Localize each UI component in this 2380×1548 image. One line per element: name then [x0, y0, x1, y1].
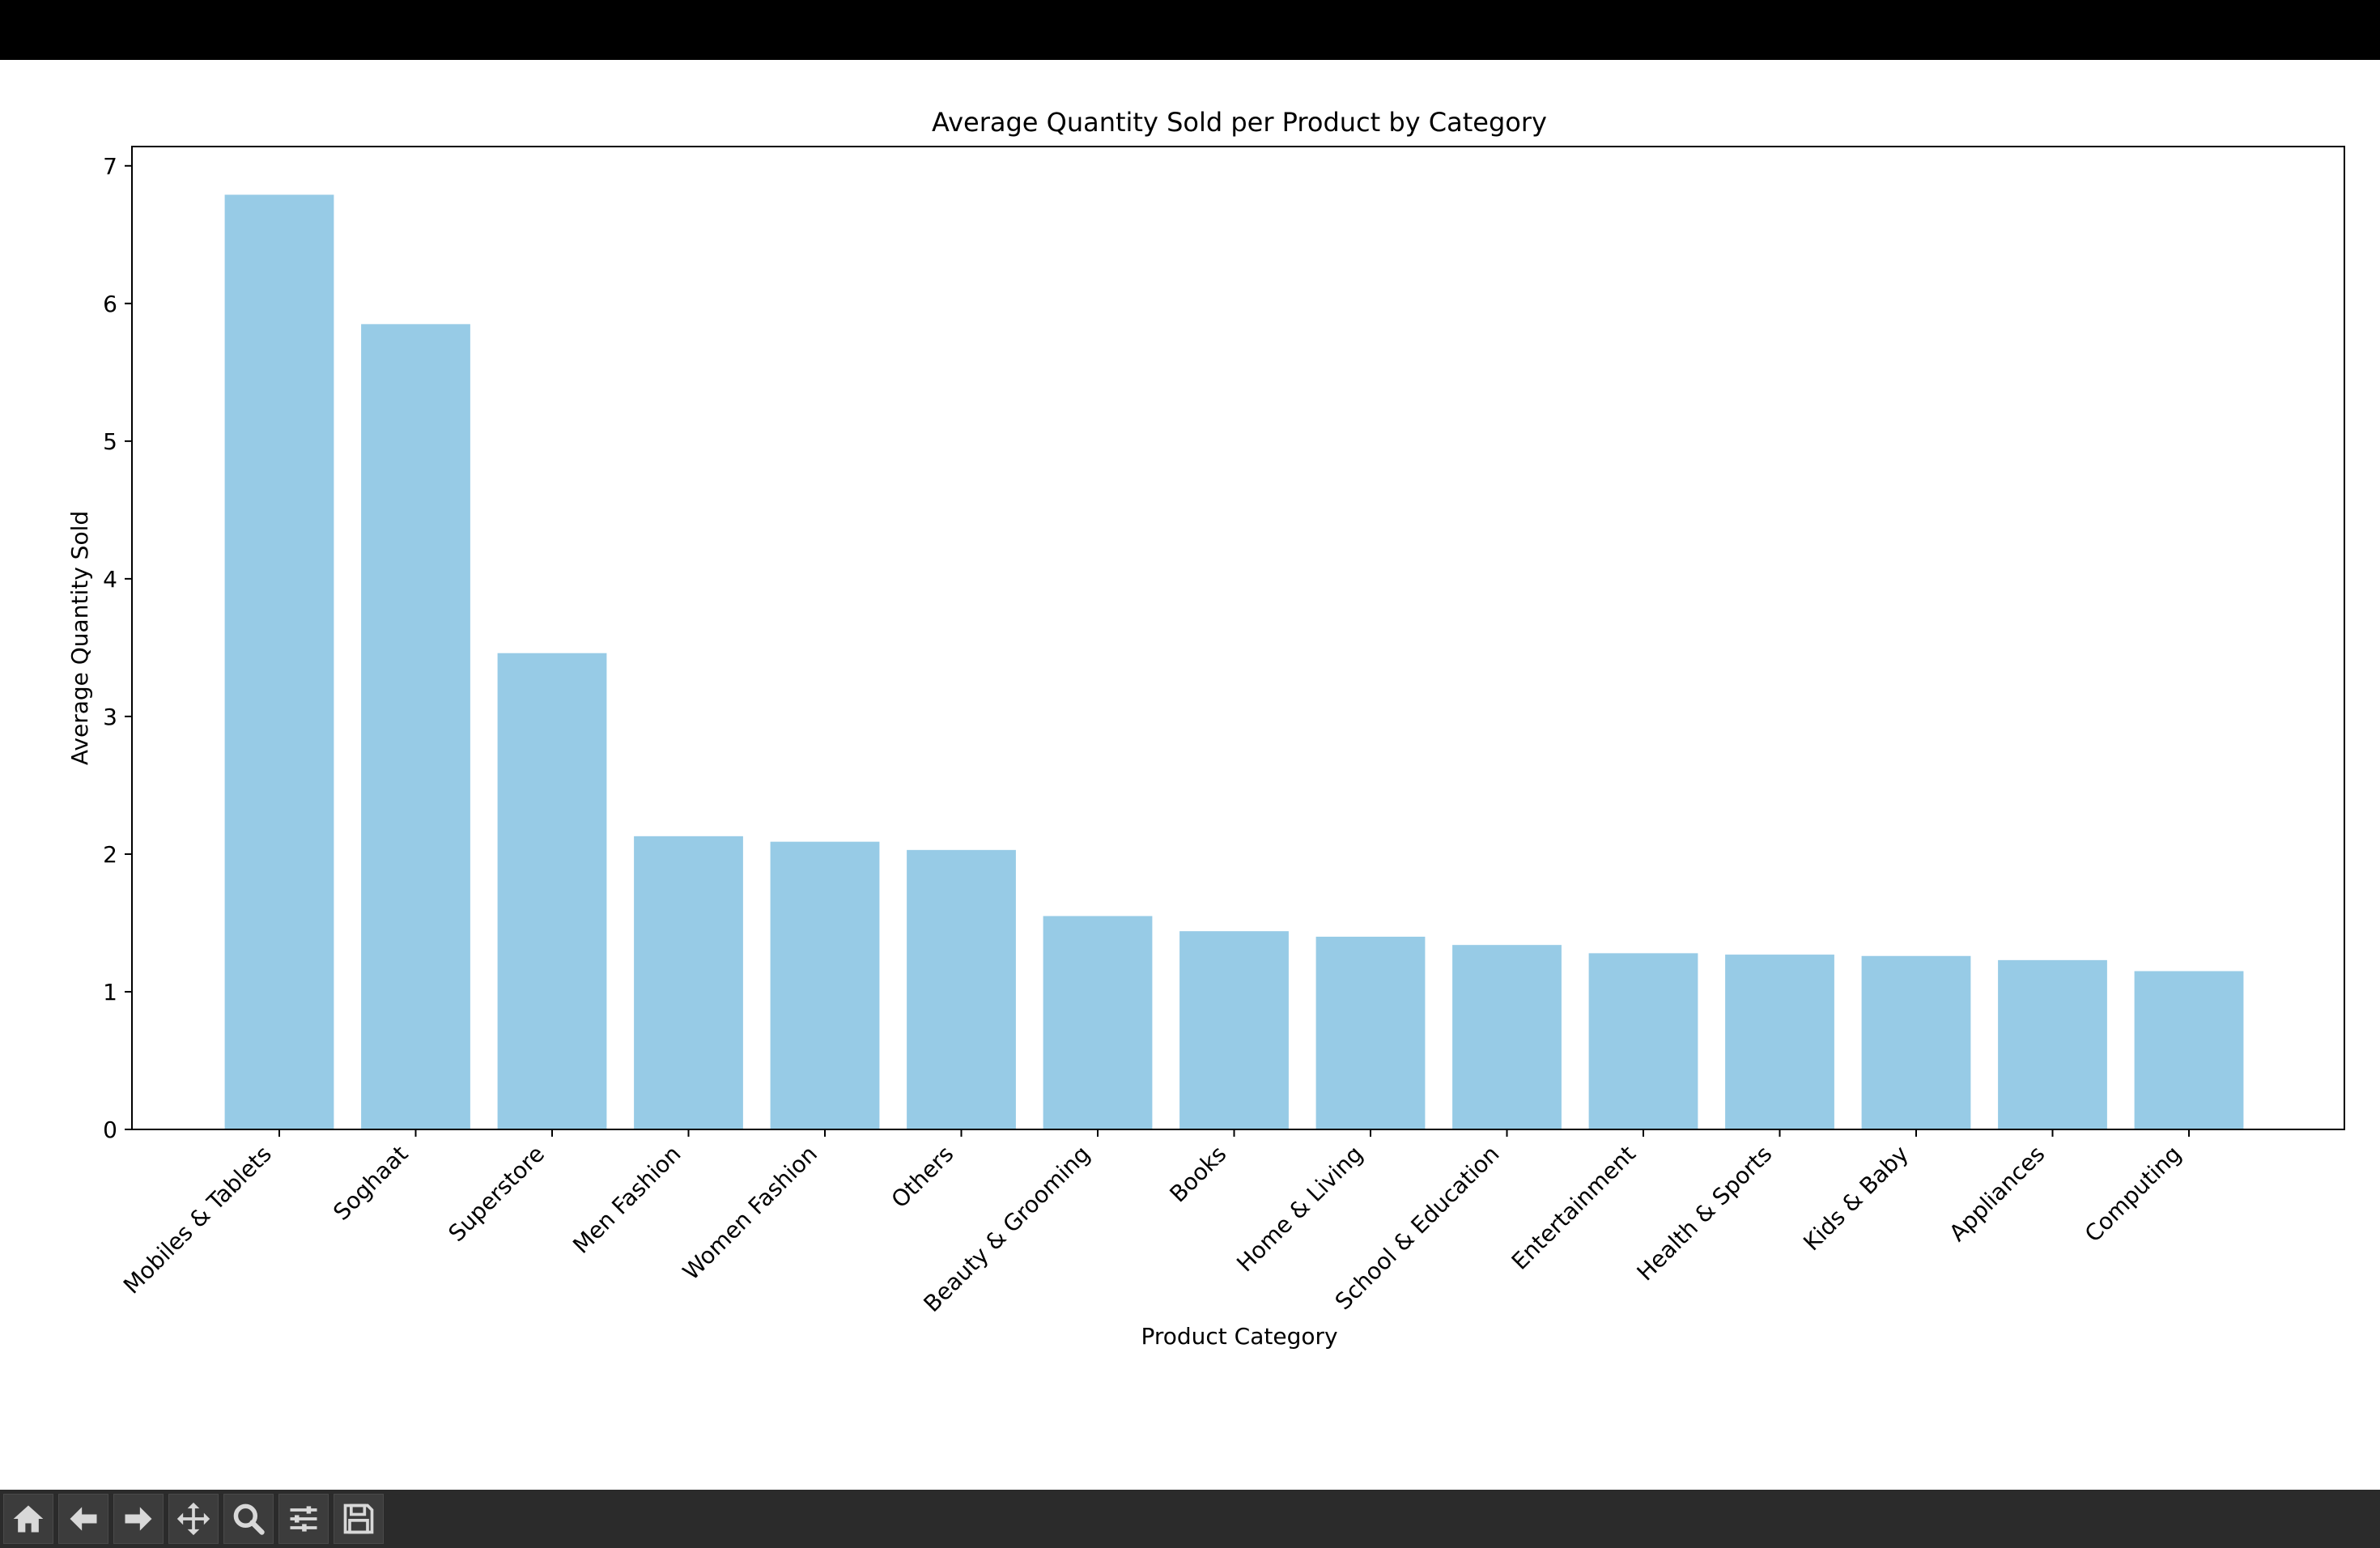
y-axis-label: Average Quantity Sold	[66, 511, 93, 765]
y-tick-label: 4	[103, 566, 117, 593]
figure-canvas: Average Quantity Sold per Product by Cat…	[0, 60, 2380, 1490]
x-tick-label: Soghaat	[328, 1141, 413, 1226]
bar-chart: Average Quantity Sold per Product by Cat…	[66, 107, 2345, 1350]
zoom-icon	[233, 1503, 265, 1535]
bar	[907, 849, 1016, 1129]
y-tick-label: 7	[103, 153, 117, 180]
x-axis-label: Product Category	[1141, 1323, 1337, 1350]
window-top-bar	[0, 0, 2380, 60]
bars-group	[224, 194, 2244, 1130]
forward-arrow-icon	[125, 1507, 152, 1531]
home-icon	[13, 1505, 44, 1533]
bar	[1725, 955, 1834, 1129]
x-tick-label: Appliances	[1944, 1141, 2050, 1247]
bar	[361, 324, 470, 1129]
y-tick-label: 5	[103, 428, 117, 455]
bar	[770, 841, 880, 1129]
plot-frame	[131, 146, 2345, 1130]
y-tick-label: 2	[103, 841, 117, 868]
navigation-toolbar	[0, 1490, 2380, 1548]
chart-title: Average Quantity Sold per Product by Cat…	[932, 107, 1547, 138]
x-tick-label: Home & Living	[1231, 1141, 1368, 1278]
pan-button[interactable]	[168, 1494, 219, 1544]
x-axis-ticks: Mobiles & Tablets Soghaat Superstore Men Fa…	[118, 1129, 2190, 1317]
y-tick-label: 3	[103, 704, 117, 730]
y-tick-label: 0	[103, 1116, 117, 1143]
x-tick-label: Mobiles & Tablets	[118, 1141, 277, 1299]
x-tick-label: Kids & Baby	[1798, 1141, 1914, 1257]
x-tick-label: Entertainment	[1507, 1141, 1641, 1275]
bar	[1315, 936, 1426, 1129]
x-tick-label: Books	[1165, 1141, 1232, 1208]
configure-subplots-icon	[290, 1506, 317, 1532]
bar	[2134, 971, 2244, 1129]
x-tick-label: Women Fashion	[678, 1141, 822, 1286]
home-button[interactable]	[3, 1494, 53, 1544]
y-tick-label: 1	[103, 979, 117, 1006]
forward-button[interactable]	[113, 1494, 164, 1544]
back-arrow-icon	[70, 1507, 97, 1531]
bar	[1179, 931, 1289, 1129]
x-tick-label: Superstore	[444, 1141, 550, 1247]
y-axis-ticks: 0 1 2 3 4 5 6 7	[103, 153, 132, 1143]
save-icon	[343, 1503, 374, 1534]
x-tick-label: Men Fashion	[567, 1141, 686, 1259]
bar	[1588, 953, 1698, 1129]
y-tick-label: 6	[103, 291, 117, 317]
x-tick-label: Computing	[2080, 1141, 2187, 1248]
bar	[1043, 916, 1153, 1129]
bar	[1998, 959, 2107, 1129]
bar	[1452, 945, 1562, 1129]
bar	[497, 653, 607, 1129]
bar	[224, 194, 334, 1130]
x-tick-label: Health & Sports	[1632, 1141, 1778, 1286]
bar	[634, 836, 743, 1129]
bar	[1861, 955, 1971, 1129]
zoom-button[interactable]	[223, 1494, 274, 1544]
back-button[interactable]	[58, 1494, 108, 1544]
save-button[interactable]	[334, 1494, 384, 1544]
configure-subplots-button[interactable]	[278, 1494, 329, 1544]
x-tick-label: Others	[886, 1141, 959, 1214]
pan-icon	[176, 1502, 210, 1536]
